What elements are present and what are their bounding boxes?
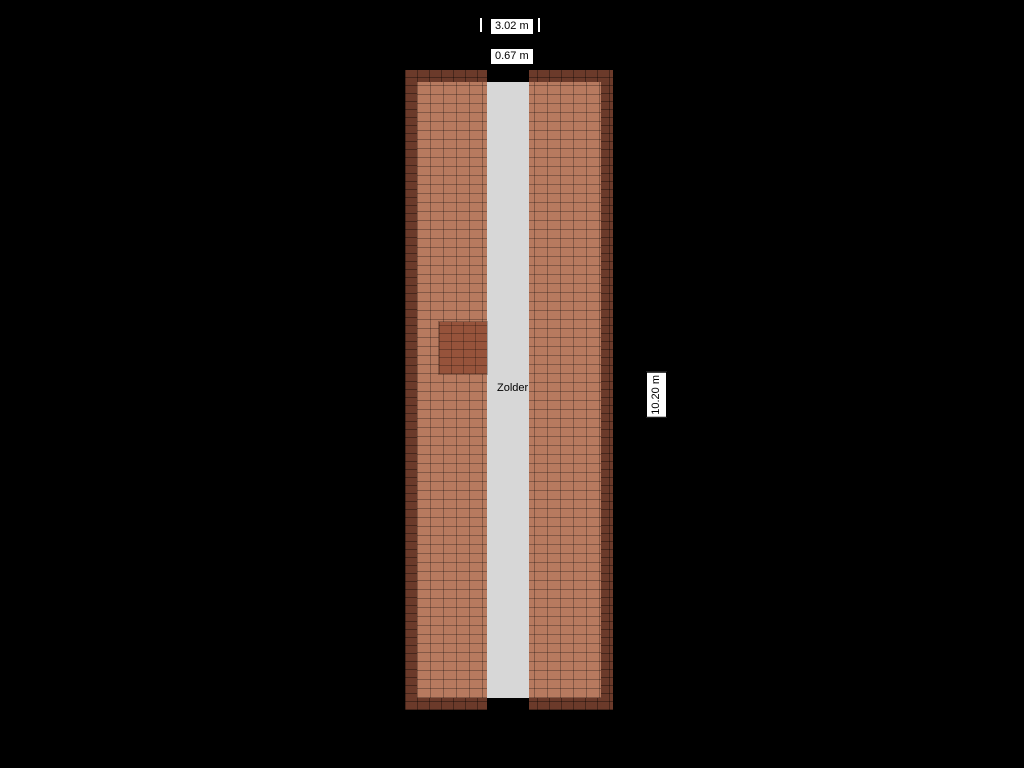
floorplan-stage: Zolder 3.02 m 0.67 m 10.20 m xyxy=(0,0,1024,768)
dim-tick xyxy=(480,18,482,32)
room-label-zolder: Zolder xyxy=(497,382,528,394)
door-gap-top xyxy=(487,70,529,82)
dimension-overall-width: 3.02 m xyxy=(490,18,534,35)
door-gap-bottom xyxy=(487,698,529,710)
dimension-walkway-width: 0.67 m xyxy=(490,48,534,65)
dim-tick xyxy=(538,18,540,32)
chimney xyxy=(439,322,487,374)
dimension-overall-height: 10.20 m xyxy=(646,372,667,418)
